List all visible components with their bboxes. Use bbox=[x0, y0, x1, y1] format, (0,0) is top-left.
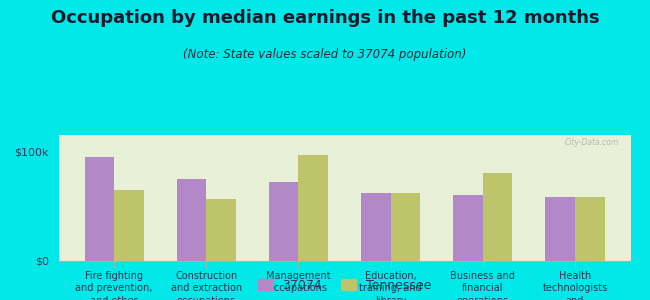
Legend: 37074, Tennessee: 37074, Tennessee bbox=[253, 274, 436, 296]
Bar bbox=[575, 197, 604, 261]
Bar bbox=[361, 193, 391, 261]
Text: (Note: State values scaled to 37074 population): (Note: State values scaled to 37074 popu… bbox=[183, 48, 467, 61]
Bar bbox=[206, 199, 236, 261]
Bar bbox=[545, 197, 575, 261]
Bar bbox=[269, 182, 298, 261]
Text: City-Data.com: City-Data.com bbox=[565, 137, 619, 146]
Bar bbox=[84, 157, 114, 261]
Text: Occupation by median earnings in the past 12 months: Occupation by median earnings in the pas… bbox=[51, 9, 599, 27]
Bar bbox=[483, 173, 512, 261]
Bar bbox=[391, 193, 420, 261]
Bar bbox=[453, 195, 483, 261]
Bar bbox=[298, 155, 328, 261]
Bar bbox=[177, 179, 206, 261]
Bar bbox=[114, 190, 144, 261]
